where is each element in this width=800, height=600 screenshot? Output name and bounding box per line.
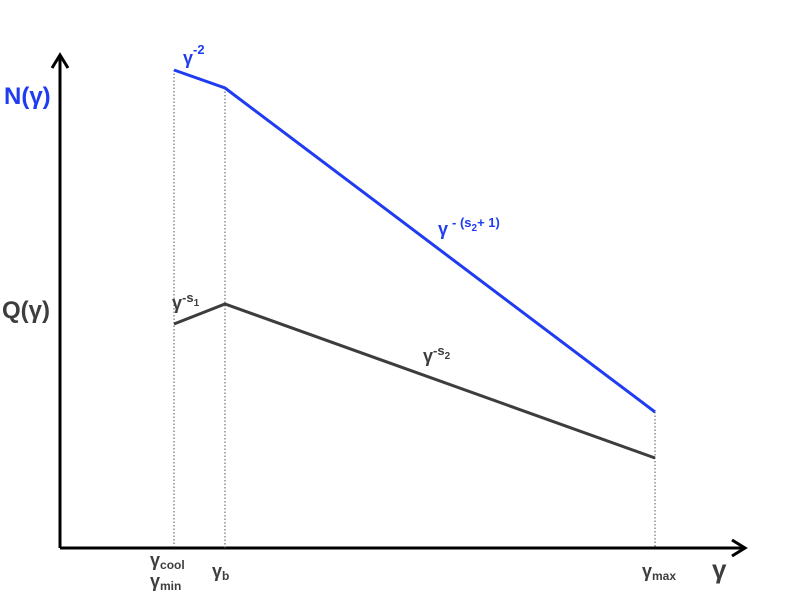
- subscript: min: [160, 579, 181, 593]
- curve-label: γ-s2: [423, 343, 451, 366]
- curve-label: γ-2: [183, 42, 205, 68]
- q-curve: [173, 302, 656, 460]
- exponent-subscript: 2: [445, 351, 451, 362]
- exponent: -s: [182, 290, 194, 305]
- tick-label: γb: [212, 561, 229, 583]
- exponent: -2: [193, 42, 205, 57]
- tick-label: γmin: [150, 571, 181, 593]
- n-curve: [173, 68, 656, 414]
- q-label: Q(γ): [2, 297, 50, 324]
- symbol: γ: [642, 561, 652, 581]
- subscript: b: [222, 569, 229, 583]
- exponent-subscript: 2: [472, 223, 478, 234]
- y-arrow: [50, 52, 70, 69]
- subscript: cool: [160, 558, 185, 572]
- symbol: γ: [150, 550, 160, 570]
- subscript: max: [652, 569, 676, 583]
- tick-label: γcool: [150, 550, 185, 572]
- symbol: γ: [183, 48, 193, 68]
- n-label: N(γ): [4, 83, 51, 110]
- curve-label: γ - (s2+ 1): [438, 215, 500, 239]
- symbol: γ: [438, 219, 448, 239]
- exponent: + 1): [477, 215, 500, 230]
- x-arrow: [731, 538, 748, 558]
- tick-label: γmax: [642, 561, 676, 583]
- symbol: γ: [172, 293, 182, 313]
- symbol: γ: [423, 346, 433, 366]
- exponent: - (s: [452, 215, 472, 230]
- symbol: γ: [212, 561, 222, 581]
- symbol: γ: [150, 571, 160, 591]
- exponent: -s: [433, 343, 445, 358]
- curve-label: γ-s1: [172, 290, 200, 313]
- x-label: γ: [712, 554, 727, 584]
- exponent-subscript: 1: [194, 298, 200, 309]
